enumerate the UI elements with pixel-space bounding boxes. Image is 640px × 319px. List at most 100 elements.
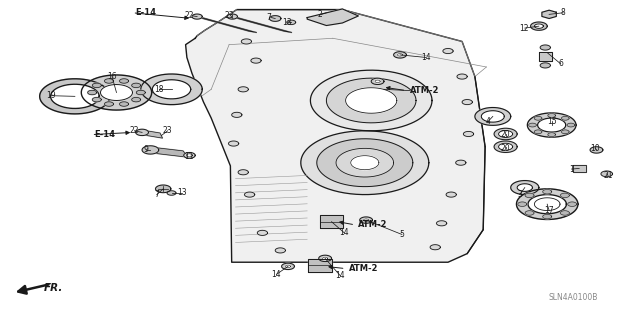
Text: 22: 22 <box>184 11 193 20</box>
Text: 3: 3 <box>517 190 522 199</box>
Polygon shape <box>136 129 148 136</box>
Polygon shape <box>561 193 570 197</box>
Polygon shape <box>141 130 163 138</box>
Polygon shape <box>394 52 406 58</box>
Polygon shape <box>360 217 372 223</box>
Polygon shape <box>346 88 397 113</box>
Text: 1: 1 <box>569 165 574 174</box>
Polygon shape <box>525 211 534 215</box>
Polygon shape <box>481 111 504 122</box>
Polygon shape <box>436 221 447 226</box>
Text: 2: 2 <box>317 10 323 19</box>
Polygon shape <box>531 22 547 30</box>
Text: E-14: E-14 <box>136 8 157 17</box>
Text: 14: 14 <box>339 228 349 237</box>
Text: 13: 13 <box>177 189 188 197</box>
Polygon shape <box>351 156 379 170</box>
Polygon shape <box>104 79 113 83</box>
Polygon shape <box>192 14 202 19</box>
Polygon shape <box>567 123 575 127</box>
Polygon shape <box>529 123 536 127</box>
Polygon shape <box>534 198 560 211</box>
Polygon shape <box>364 219 369 221</box>
Polygon shape <box>561 116 569 120</box>
Polygon shape <box>257 230 268 235</box>
Text: 5: 5 <box>399 230 404 239</box>
Polygon shape <box>310 70 432 131</box>
Polygon shape <box>517 184 532 191</box>
Polygon shape <box>518 202 527 206</box>
Polygon shape <box>141 74 202 105</box>
Polygon shape <box>186 10 485 262</box>
Polygon shape <box>494 128 517 140</box>
Polygon shape <box>548 114 556 117</box>
Polygon shape <box>323 257 328 260</box>
Polygon shape <box>326 78 416 123</box>
Text: 11: 11 <box>184 152 193 161</box>
Polygon shape <box>287 20 296 25</box>
Text: 7: 7 <box>266 13 271 22</box>
Text: 18: 18 <box>154 85 163 94</box>
Polygon shape <box>92 97 101 102</box>
Polygon shape <box>40 79 110 114</box>
Polygon shape <box>241 39 252 44</box>
Text: 12: 12 <box>519 24 528 33</box>
Text: FR.: FR. <box>44 283 63 293</box>
Polygon shape <box>51 84 99 108</box>
Polygon shape <box>511 181 539 195</box>
Text: 19: 19 <box>46 91 56 100</box>
Polygon shape <box>525 193 534 197</box>
Polygon shape <box>100 85 132 100</box>
Text: 22: 22 <box>130 126 139 135</box>
Polygon shape <box>528 195 566 214</box>
Text: 8: 8 <box>561 8 566 17</box>
Polygon shape <box>534 130 542 134</box>
Polygon shape <box>275 248 285 253</box>
Text: 21: 21 <box>604 171 612 180</box>
Text: ATM-2: ATM-2 <box>358 220 388 229</box>
Text: 4: 4 <box>485 117 490 126</box>
Text: 6: 6 <box>558 59 563 68</box>
Polygon shape <box>499 143 513 150</box>
Text: 16: 16 <box>107 72 117 81</box>
Text: 14: 14 <box>420 53 431 62</box>
Polygon shape <box>601 171 612 177</box>
Text: 15: 15 <box>547 117 557 126</box>
Polygon shape <box>132 83 141 88</box>
Polygon shape <box>228 141 239 146</box>
Polygon shape <box>227 14 237 19</box>
Polygon shape <box>92 83 101 88</box>
Text: 17: 17 <box>544 206 554 215</box>
Polygon shape <box>475 108 511 125</box>
Polygon shape <box>375 80 380 83</box>
Polygon shape <box>538 118 566 132</box>
Text: 23: 23 <box>163 126 173 135</box>
Polygon shape <box>251 58 261 63</box>
Polygon shape <box>568 202 577 206</box>
Polygon shape <box>301 131 429 195</box>
Polygon shape <box>88 90 97 95</box>
Polygon shape <box>446 192 456 197</box>
Polygon shape <box>308 259 332 272</box>
Polygon shape <box>462 100 472 105</box>
Polygon shape <box>104 102 113 106</box>
Text: ATM-2: ATM-2 <box>410 86 439 95</box>
Polygon shape <box>282 263 294 270</box>
Polygon shape <box>463 131 474 137</box>
Text: E-14: E-14 <box>95 130 116 139</box>
Polygon shape <box>527 113 576 137</box>
Polygon shape <box>371 78 384 85</box>
Polygon shape <box>543 189 552 194</box>
Polygon shape <box>269 16 281 21</box>
Polygon shape <box>148 147 188 157</box>
Polygon shape <box>516 189 578 219</box>
Polygon shape <box>320 215 343 228</box>
Text: 10: 10 <box>590 144 600 153</box>
Polygon shape <box>534 24 543 28</box>
Polygon shape <box>136 90 145 95</box>
Polygon shape <box>238 87 248 92</box>
Polygon shape <box>590 147 603 153</box>
Text: 14: 14 <box>335 271 346 280</box>
Polygon shape <box>193 16 257 33</box>
Polygon shape <box>548 133 556 137</box>
